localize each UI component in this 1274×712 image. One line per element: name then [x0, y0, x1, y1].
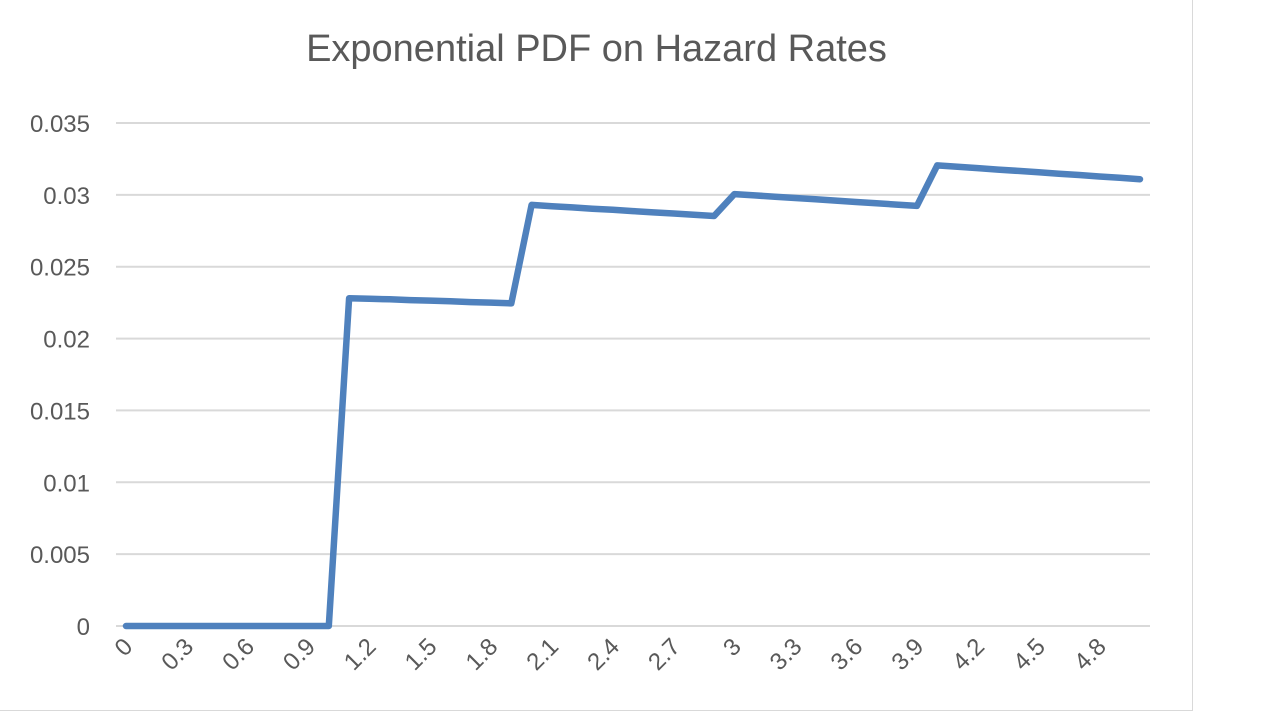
x-tick-label: 0: [110, 633, 139, 662]
y-axis-tick-labels: 0 0.005 0.01 0.015 0.02 0.025 0.03 0.035: [30, 111, 90, 641]
y-tick-label: 0.02: [43, 327, 90, 354]
y-tick-label: 0.025: [30, 255, 90, 282]
x-tick-label: 1.8: [461, 633, 504, 676]
y-tick-label: 0.015: [30, 398, 90, 425]
y-tick-label: 0.01: [43, 470, 90, 497]
y-tick-label: 0.035: [30, 111, 90, 138]
chart-area: [0, 0, 1193, 711]
x-tick-label: 2.7: [643, 633, 686, 676]
y-tick-label: 0.03: [43, 183, 90, 210]
x-tick-label: 1.5: [400, 633, 443, 676]
x-tick-label: 4.5: [1008, 633, 1051, 676]
x-tick-label: 3.3: [765, 633, 808, 676]
x-tick-label: 0.9: [278, 633, 321, 676]
x-tick-label: 4.2: [947, 633, 990, 676]
series-group: [122, 162, 1144, 630]
x-axis-tick-labels: 0 0.3 0.6 0.9 1.2 1.5 1.8 2.1 2.4 2.7 3 3.3 3.6 3.9 4.…: [110, 633, 1112, 676]
gridlines: [116, 122, 1150, 627]
x-tick-label: 2.4: [582, 633, 625, 676]
x-tick-label: 4.8: [1069, 633, 1112, 676]
x-tick-label: 3: [718, 633, 747, 662]
x-tick-label: 2.1: [521, 633, 564, 676]
x-tick-label: 3.9: [886, 633, 929, 676]
series-line-0: [122, 162, 1144, 630]
y-tick-label: 0.005: [30, 542, 90, 569]
chart-title: Exponential PDF on Hazard Rates: [306, 28, 887, 70]
x-tick-label: 3.6: [826, 633, 869, 676]
x-tick-label: 1.2: [339, 633, 382, 676]
y-tick-label: 0: [77, 614, 90, 641]
x-tick-label: 0.3: [156, 633, 199, 676]
x-tick-label: 0.6: [217, 633, 260, 676]
